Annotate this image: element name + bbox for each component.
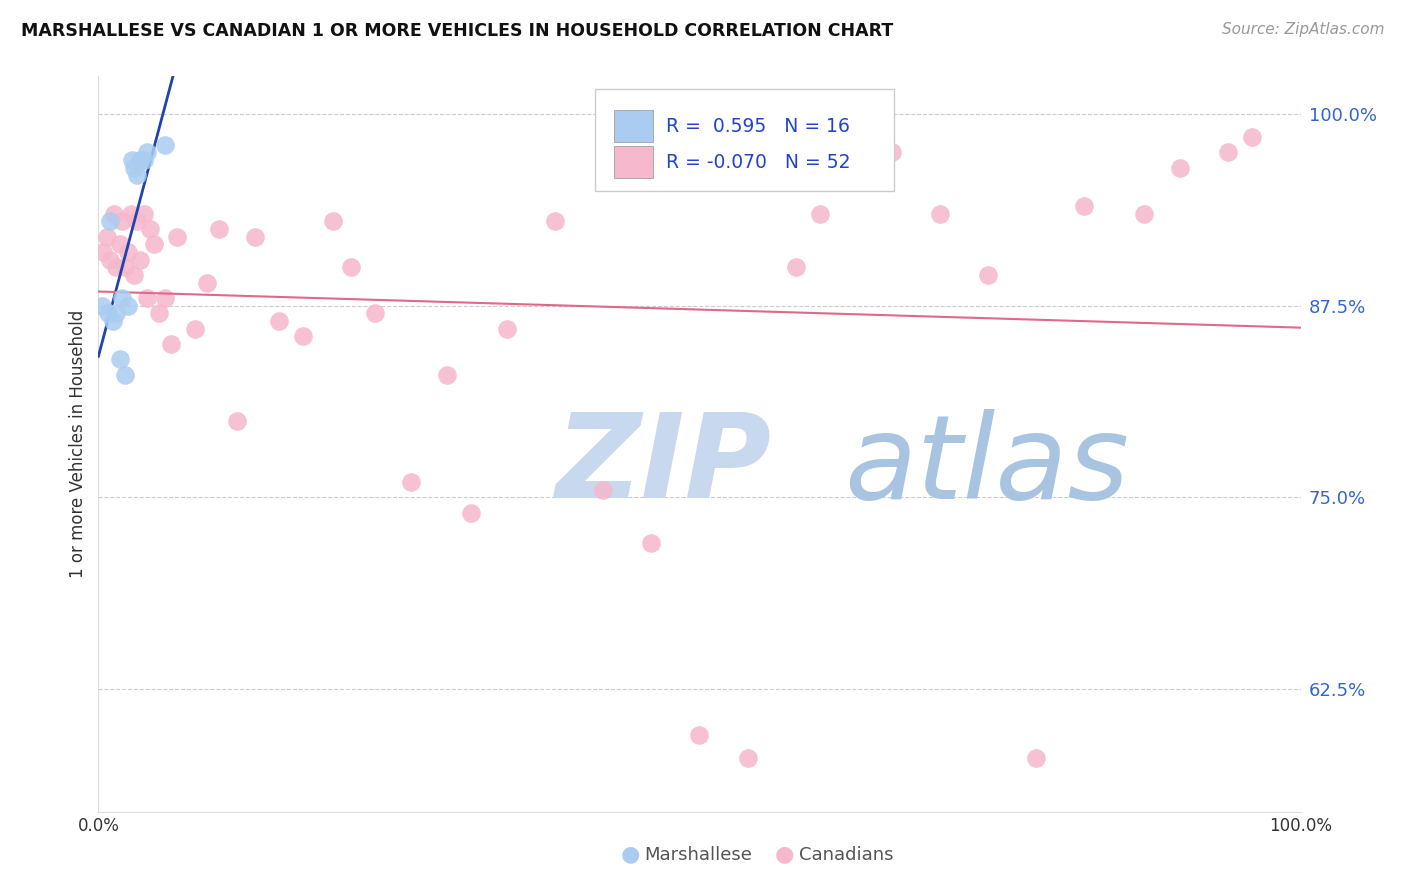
Point	[91, 299, 114, 313]
Text: atlas: atlas	[844, 409, 1129, 523]
Point	[225, 414, 247, 428]
Point	[785, 260, 807, 275]
Point	[105, 306, 128, 320]
Point	[148, 306, 170, 320]
Point	[101, 314, 124, 328]
Point	[125, 169, 148, 183]
Text: Source: ZipAtlas.com: Source: ZipAtlas.com	[1222, 22, 1385, 37]
Point	[108, 237, 131, 252]
Point	[105, 260, 128, 275]
Point	[142, 237, 165, 252]
Point	[120, 207, 142, 221]
Point	[1133, 207, 1156, 221]
Point	[1025, 751, 1047, 765]
Point	[544, 214, 567, 228]
Point	[129, 252, 152, 267]
Point	[880, 145, 903, 160]
Point	[737, 751, 759, 765]
Point	[132, 207, 155, 221]
Text: R = -0.070   N = 52: R = -0.070 N = 52	[666, 153, 851, 171]
Point	[111, 291, 134, 305]
Point	[153, 291, 176, 305]
Point	[977, 268, 1000, 282]
Point	[208, 222, 231, 236]
Point	[1170, 161, 1192, 175]
Point	[243, 229, 266, 244]
Point	[135, 145, 157, 160]
Point	[96, 229, 118, 244]
Point	[103, 207, 125, 221]
Point	[856, 161, 879, 175]
Point	[135, 291, 157, 305]
Text: R =  0.595   N = 16: R = 0.595 N = 16	[666, 117, 849, 136]
Point	[125, 214, 148, 228]
Point	[322, 214, 344, 228]
Point	[460, 506, 482, 520]
Point	[1073, 199, 1095, 213]
FancyBboxPatch shape	[614, 146, 652, 178]
FancyBboxPatch shape	[595, 89, 894, 192]
Point	[166, 229, 188, 244]
Point	[129, 153, 152, 168]
Point	[132, 153, 155, 168]
Point	[108, 352, 131, 367]
Text: Canadians: Canadians	[799, 846, 893, 863]
Point	[124, 268, 146, 282]
Point	[111, 214, 134, 228]
Point	[114, 368, 136, 382]
Point	[436, 368, 458, 382]
Point	[91, 245, 114, 260]
Text: Marshallese: Marshallese	[644, 846, 752, 863]
Point	[100, 252, 122, 267]
Text: ZIP: ZIP	[555, 409, 772, 524]
Point	[195, 276, 218, 290]
Point	[808, 207, 831, 221]
Point	[267, 314, 290, 328]
Y-axis label: 1 or more Vehicles in Household: 1 or more Vehicles in Household	[69, 310, 87, 578]
Point	[340, 260, 363, 275]
Point	[159, 337, 181, 351]
Point	[100, 214, 122, 228]
Point	[153, 137, 176, 152]
Point	[592, 483, 614, 497]
Point	[399, 475, 422, 489]
Point	[688, 728, 710, 742]
Point	[139, 222, 162, 236]
Point	[124, 161, 146, 175]
Point	[117, 299, 139, 313]
Point	[291, 329, 314, 343]
Point	[183, 322, 205, 336]
Point	[117, 245, 139, 260]
Point	[364, 306, 387, 320]
Point	[1218, 145, 1240, 160]
Text: MARSHALLESE VS CANADIAN 1 OR MORE VEHICLES IN HOUSEHOLD CORRELATION CHART: MARSHALLESE VS CANADIAN 1 OR MORE VEHICL…	[21, 22, 893, 40]
Point	[640, 536, 662, 550]
Text: ●: ●	[775, 845, 794, 864]
Point	[1241, 130, 1264, 145]
Point	[97, 306, 120, 320]
FancyBboxPatch shape	[614, 110, 652, 143]
Point	[114, 260, 136, 275]
Point	[928, 207, 950, 221]
Point	[496, 322, 519, 336]
Point	[121, 153, 143, 168]
Text: ●: ●	[620, 845, 640, 864]
